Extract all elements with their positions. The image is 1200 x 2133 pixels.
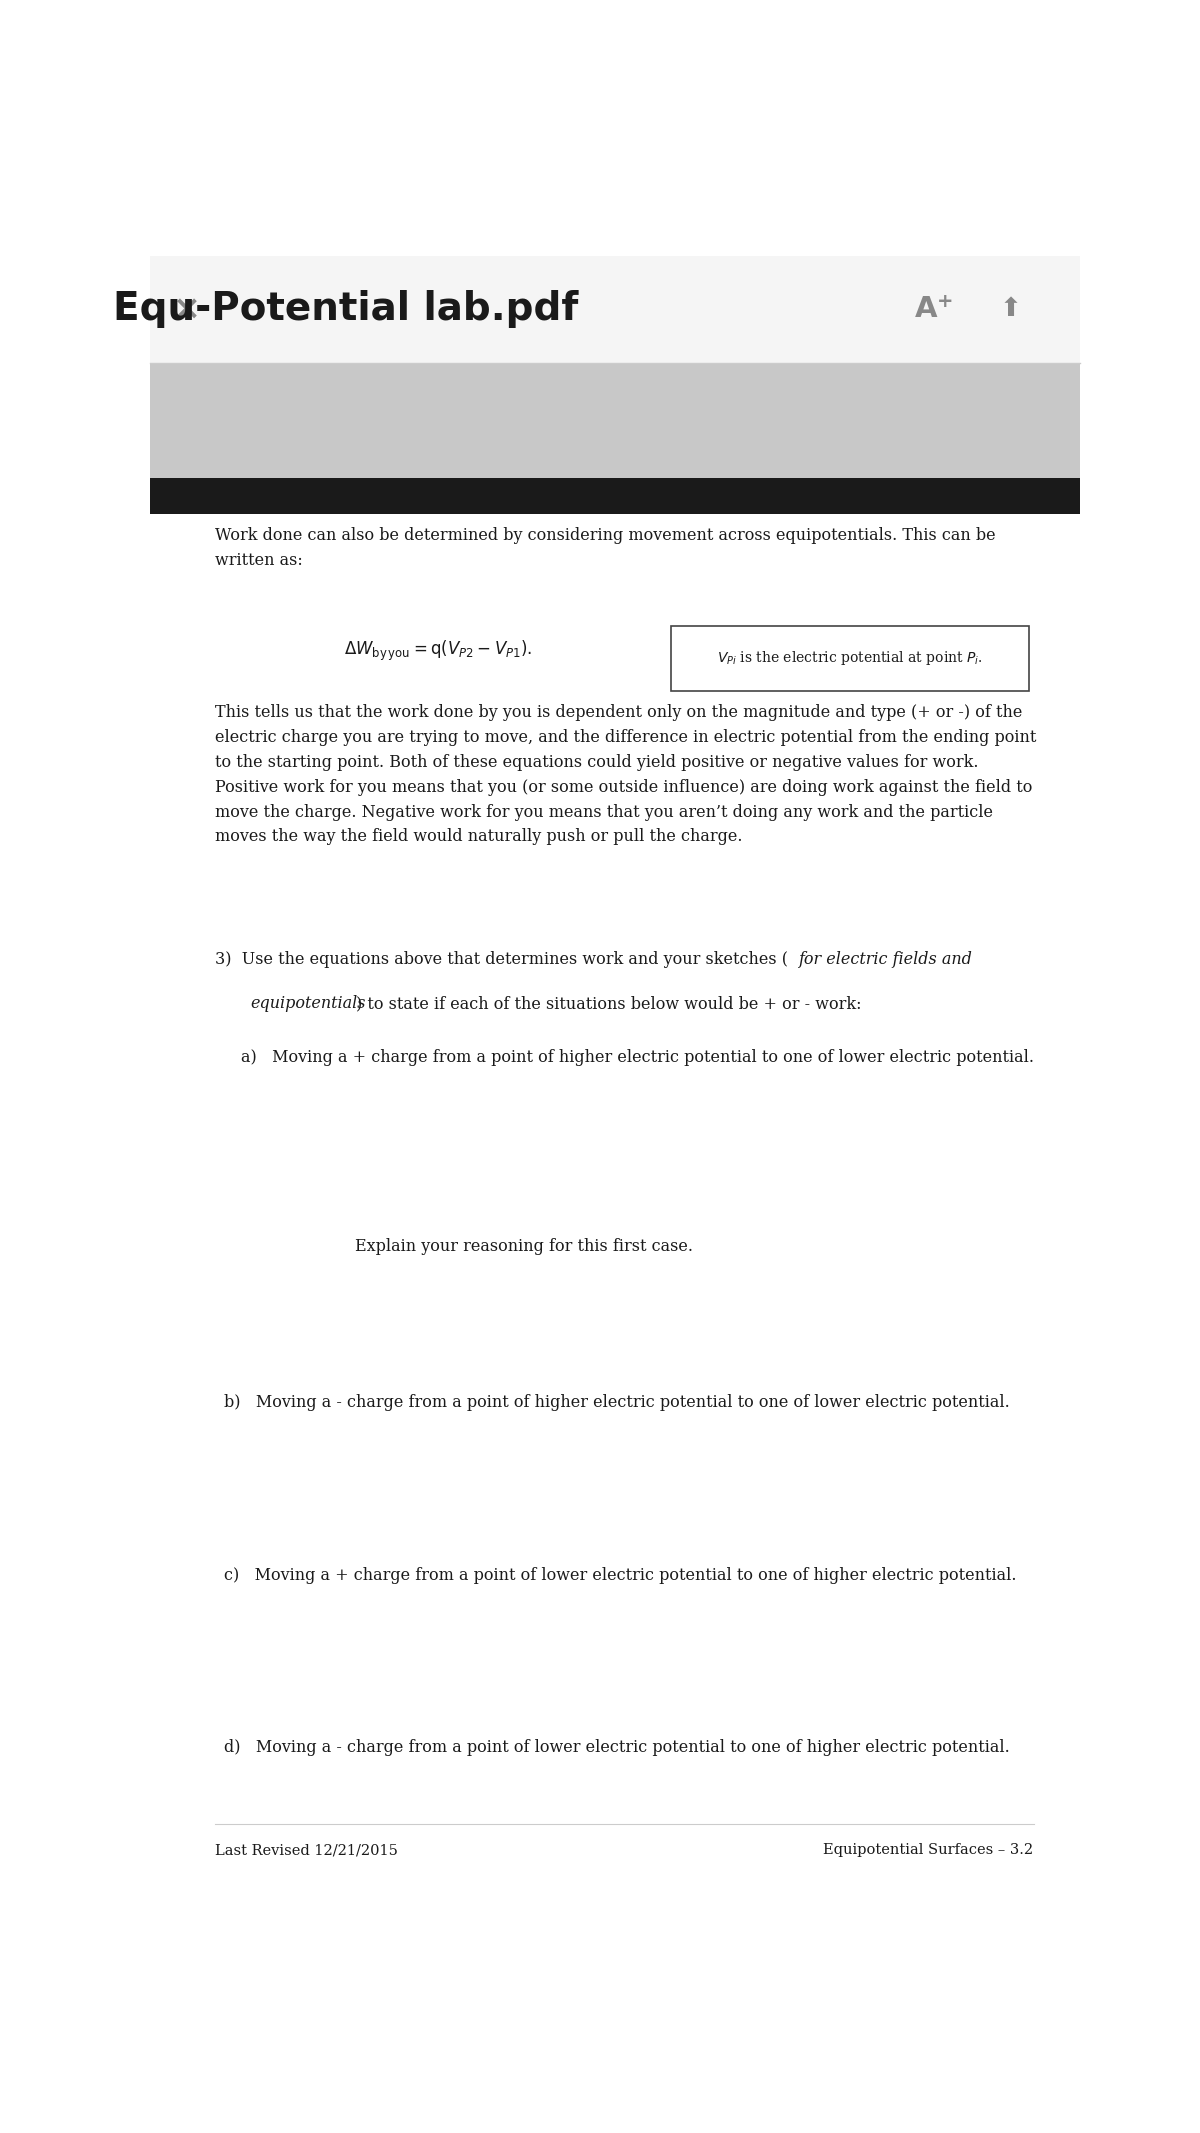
Text: equipotentials: equipotentials [251, 994, 366, 1011]
Text: Explain your reasoning for this first case.: Explain your reasoning for this first ca… [355, 1237, 692, 1254]
Text: $\Delta W_{\mathrm{by\,you}} = \mathrm{q}(V_{P2} - V_{P1}).$: $\Delta W_{\mathrm{by\,you}} = \mathrm{q… [344, 638, 533, 663]
Text: ⬆: ⬆ [1000, 296, 1021, 322]
Text: Equ-Potential lab.pdf: Equ-Potential lab.pdf [113, 290, 578, 328]
Text: c)   Moving a + charge from a point of lower electric potential to one of higher: c) Moving a + charge from a point of low… [224, 1566, 1016, 1583]
FancyBboxPatch shape [150, 478, 1080, 514]
Text: ×: × [173, 292, 202, 326]
FancyBboxPatch shape [671, 625, 1028, 691]
Text: +: + [937, 292, 953, 311]
Text: a)   Moving a + charge from a point of higher electric potential to one of lower: a) Moving a + charge from a point of hig… [241, 1049, 1034, 1066]
FancyBboxPatch shape [150, 363, 1080, 478]
FancyBboxPatch shape [150, 256, 1080, 363]
Text: Equipotential Surfaces – 3.2: Equipotential Surfaces – 3.2 [823, 1843, 1033, 1858]
Text: d)   Moving a - charge from a point of lower electric potential to one of higher: d) Moving a - charge from a point of low… [224, 1738, 1010, 1755]
Text: ) to state if each of the situations below would be + or - work:: ) to state if each of the situations bel… [355, 994, 862, 1011]
Text: b)   Moving a - charge from a point of higher electric potential to one of lower: b) Moving a - charge from a point of hig… [224, 1395, 1010, 1412]
Text: Work done can also be determined by considering movement across equipotentials. : Work done can also be determined by cons… [215, 527, 996, 570]
Text: for electric fields and: for electric fields and [799, 951, 973, 968]
Text: 3)  Use the equations above that determines work and your sketches (: 3) Use the equations above that determin… [215, 951, 788, 968]
Text: $V_{Pi}$ is the electric potential at point $P_i$.: $V_{Pi}$ is the electric potential at po… [716, 648, 983, 668]
Text: Last Revised 12/21/2015: Last Revised 12/21/2015 [215, 1843, 398, 1858]
Text: A: A [916, 294, 938, 324]
Text: This tells us that the work done by you is dependent only on the magnitude and t: This tells us that the work done by you … [215, 704, 1037, 845]
